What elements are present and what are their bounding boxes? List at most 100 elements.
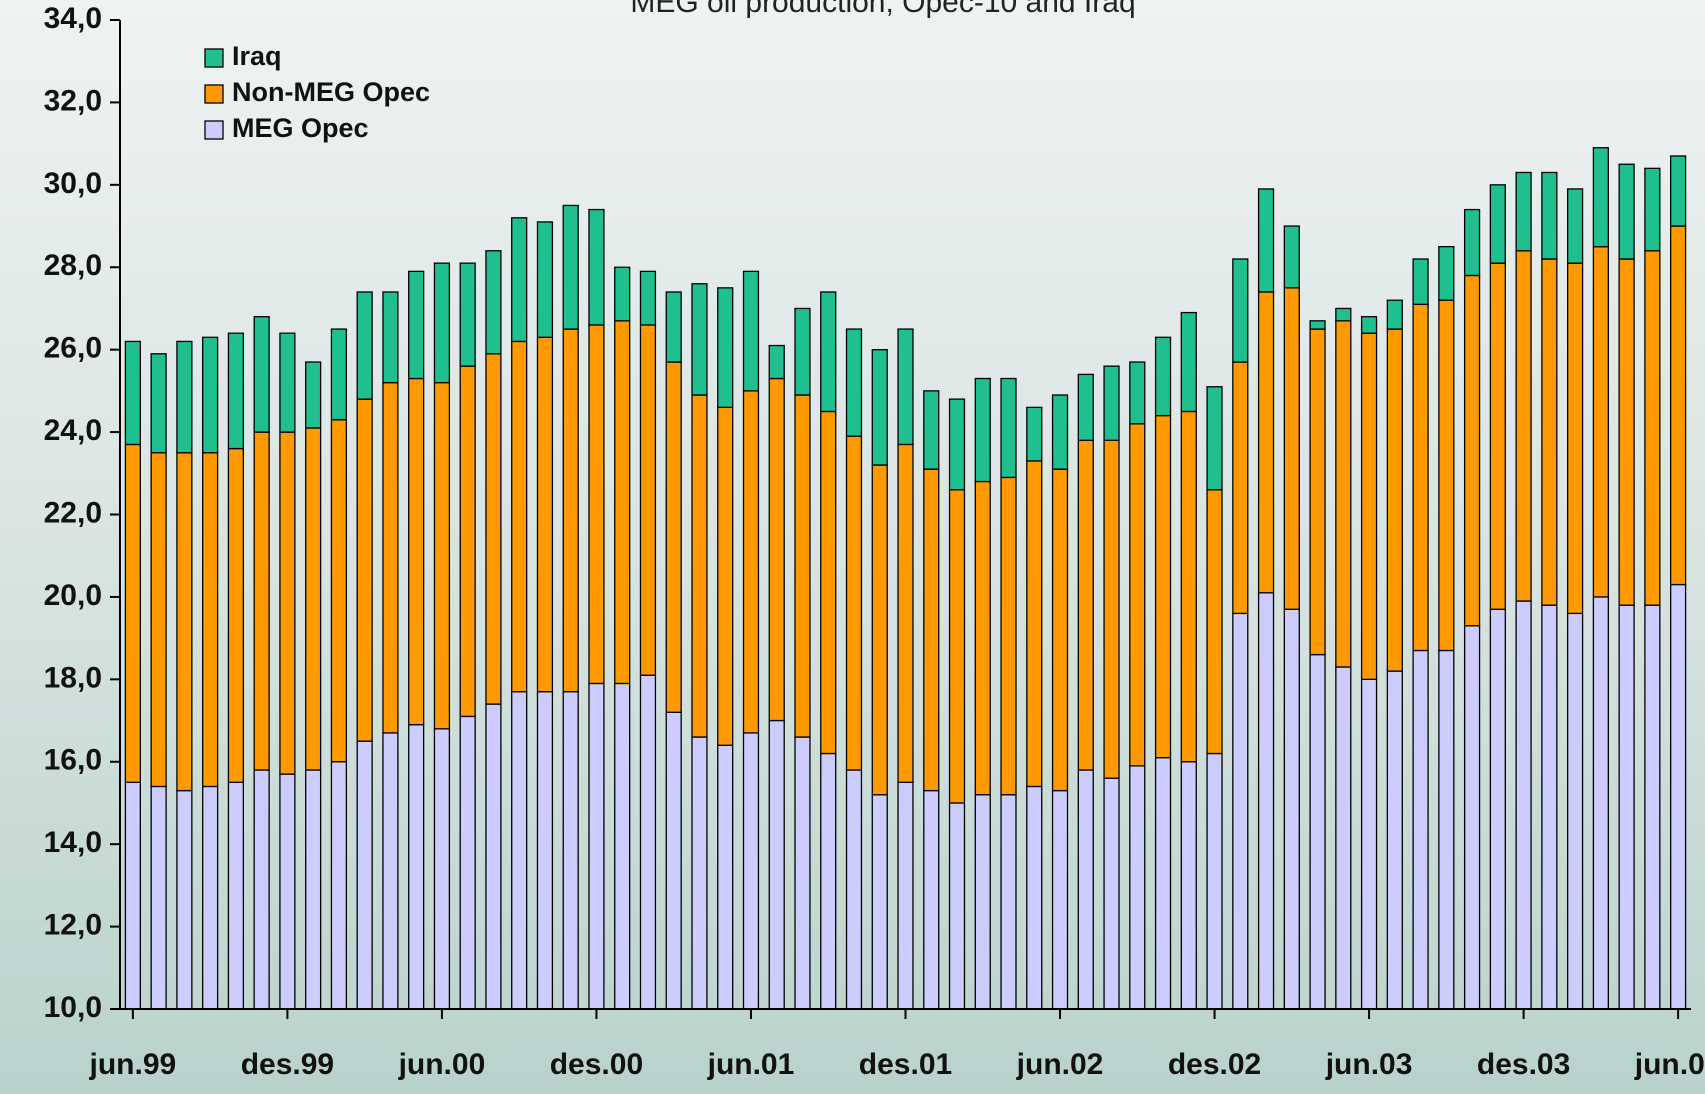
bar-segment [974,480,991,796]
bar-segment [305,769,322,1010]
bar-segment [871,794,888,1010]
bar-segment [1103,439,1120,779]
bar-segment [871,464,888,796]
bar-segment [562,691,579,1010]
bar-segment [845,769,863,1010]
y-tick-label: 32,0 [44,84,102,117]
bar-segment [382,291,399,384]
bar-segment [768,377,785,722]
bar-segment [1515,171,1532,252]
bar-segment [485,250,502,355]
bar-segment [1438,649,1455,1010]
bar-segment [1309,320,1326,330]
bar-segment [1489,262,1506,610]
bar-segment [1515,250,1532,602]
bar-segment [562,204,579,330]
bar-segment [1051,468,1069,792]
bar-segment [1180,761,1197,1010]
bar-segment [768,719,785,1010]
bar-segment [1206,752,1223,1010]
bar-segment [1232,258,1249,363]
bar-segment [279,431,296,775]
bar-segment [923,468,940,792]
bar-segment [1129,765,1146,1010]
bar-segment [536,336,554,693]
bar-segment [948,802,966,1010]
bar-segment [1051,394,1069,470]
bar-segment [202,452,219,788]
bar-segment [253,769,270,1010]
bar-segment [1077,373,1094,441]
bar-segment [1154,336,1172,417]
x-tick-label: des.03 [1477,1048,1570,1081]
bar-segment [897,781,914,1010]
bar-segment [1283,287,1300,610]
bar-segment [1180,311,1197,413]
bar-segment [639,270,657,326]
x-tick-label: jun.03 [1325,1048,1413,1081]
bar-segment [588,208,605,326]
bar-segment [1026,460,1043,788]
bar-segment [1360,316,1378,334]
bar-segment [1335,666,1352,1010]
bar-segment [408,377,425,726]
bar-segment [176,789,193,1010]
x-tick-label: jun.02 [1016,1048,1104,1081]
bar-segment [1412,303,1429,652]
bar-segment [1566,262,1584,615]
bar-segment [1489,184,1506,264]
y-tick-label: 16,0 [44,744,102,777]
bar-segment [1309,328,1326,656]
bar-segment [1566,612,1584,1010]
bar-segment [1129,423,1146,767]
y-tick-label: 12,0 [44,909,102,942]
bar-segment [1283,608,1300,1010]
bar-segment [150,785,167,1010]
bar-segment [614,320,631,685]
bar-segment [948,398,966,491]
bar-segment [1670,583,1687,1010]
bar-segment [227,781,245,1010]
y-tick-label: 14,0 [44,826,102,859]
y-tick-label: 30,0 [44,167,102,200]
bar-segment [691,736,708,1010]
bar-segment [356,291,373,400]
bar-segment [1257,291,1275,594]
bar-segment [1335,320,1352,668]
bar-segment [665,361,682,713]
bar-segment [588,324,605,685]
bar-segment [614,266,631,322]
bar-segment [485,703,502,1010]
bar-segment [124,340,141,446]
y-tick-label: 10,0 [44,991,102,1024]
bar-segment [1618,258,1635,606]
bar-segment [1360,332,1378,680]
bar-segment [768,344,785,380]
bar-segment [1103,777,1120,1010]
bar-segment [1670,155,1687,227]
bar-segment [382,732,399,1010]
bar-segment [1180,410,1197,763]
legend-swatch [204,84,224,104]
bar-segment [1154,414,1172,759]
bar-segment [408,724,425,1010]
bar-segment [845,435,863,771]
bar-segment [588,682,605,1010]
bar-segment [1541,171,1558,260]
bar-segment [562,328,579,693]
bar-segment [1386,328,1403,672]
y-tick-label: 24,0 [44,414,102,447]
y-tick-label: 22,0 [44,496,102,529]
bar-segment [202,785,219,1010]
bar-segment [511,340,528,693]
bar-segment [1026,785,1043,1010]
bar-segment [1000,476,1017,796]
y-tick-label: 28,0 [44,249,102,282]
bar-segment [820,410,837,755]
bar-segment [227,332,245,450]
bar-segment [253,431,270,771]
bar-segment [485,353,502,705]
bar-segment [330,328,348,421]
bar-segment [794,736,811,1010]
x-tick-label: des.02 [1168,1048,1261,1081]
